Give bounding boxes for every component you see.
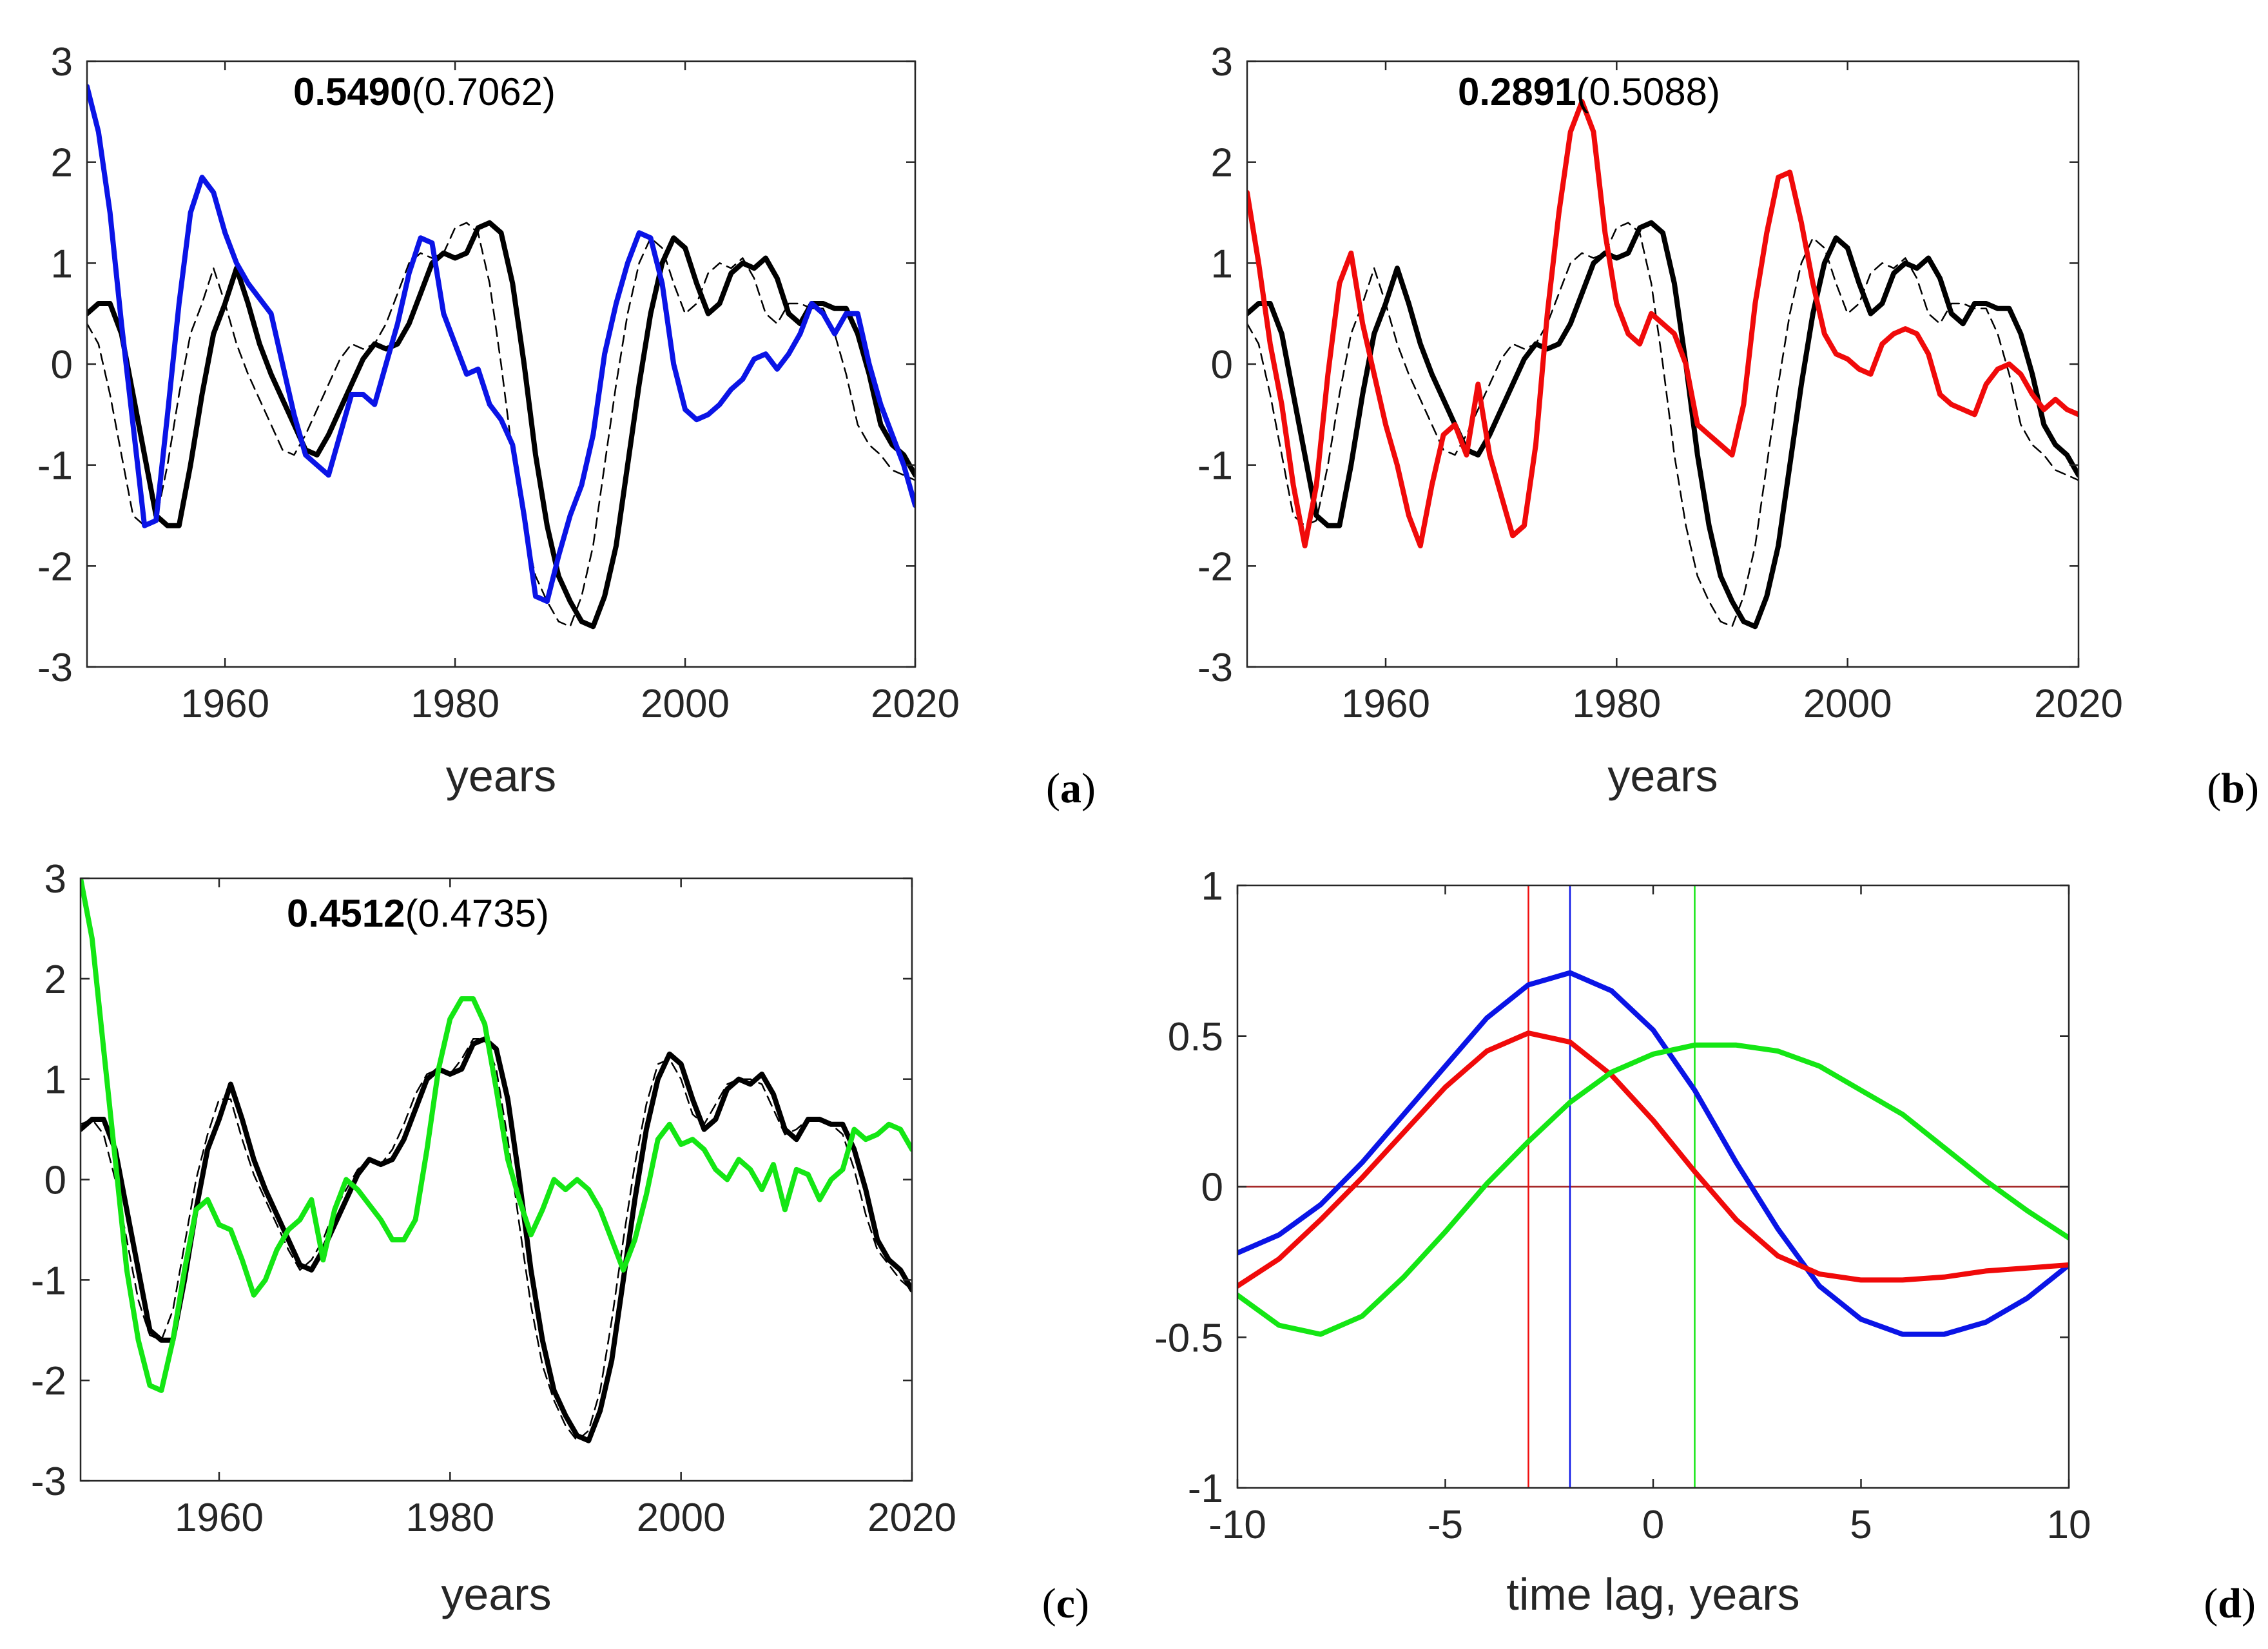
panel-a-ytick-label: -2 xyxy=(37,545,73,589)
panel-d-letter: d xyxy=(2218,1580,2242,1627)
panel-c-correlation-bold: 0.4512 xyxy=(287,892,405,935)
panel-b-ytick-label: 1 xyxy=(1211,242,1233,286)
panel-a-tag: (a) xyxy=(1046,765,1096,812)
panel-d: -10 -5 0 5 10 -1 -0.5 0 0.5 1 time lag, years (d) xyxy=(1154,864,2256,1627)
panel-d-xtick-label: 5 xyxy=(1850,1503,1872,1547)
panel-a-letter: a xyxy=(1060,765,1081,812)
panel-b-xtick-label: 1980 xyxy=(1572,682,1661,726)
panel-a-ytick-label: 0 xyxy=(51,343,73,387)
panel-a-series-dashed xyxy=(87,222,915,628)
panel-d-series-blue xyxy=(1237,970,2069,1337)
panel-b-correlation: 0.2891(0.5088) xyxy=(1458,70,1720,113)
panel-b-xtick-label: 2000 xyxy=(1803,682,1892,726)
panel-b: 1960 1980 2000 2020 -3 -2 -1 0 1 2 3 0.2891(0.5088… xyxy=(1197,40,2259,812)
panel-a-x-axis-label: years xyxy=(446,751,556,801)
panel-a-correlation-paren: (0.7062) xyxy=(412,70,556,113)
panel-d-xtick-label: -10 xyxy=(1208,1503,1266,1547)
panel-c-series-green xyxy=(81,878,912,1393)
panel-b-ytick-label: -3 xyxy=(1197,646,1233,690)
panel-d-xtick-label: 10 xyxy=(2047,1503,2091,1547)
panel-c-correlation-paren: (0.4735) xyxy=(405,892,549,935)
panel-d-series-red xyxy=(1237,1030,2069,1289)
panel-b-series-black xyxy=(1247,220,2079,630)
panel-c-ytick-label: 1 xyxy=(44,1058,66,1103)
panel-d-ytick-label: -0.5 xyxy=(1154,1316,1223,1360)
panel-d-xtick-label: 0 xyxy=(1642,1503,1664,1547)
panel-b-ytick-label: -1 xyxy=(1197,444,1233,488)
panel-b-ytick-label: 2 xyxy=(1211,141,1233,186)
panel-b-ytick-label: -2 xyxy=(1197,545,1233,589)
panel-a-ytick-label: -1 xyxy=(37,444,73,488)
panel-b-letter: b xyxy=(2221,765,2245,812)
panel-d-ytick-label: -1 xyxy=(1188,1467,1223,1511)
panel-a-xtick-label: 2000 xyxy=(641,682,730,726)
panel-c-frame xyxy=(79,877,913,1482)
panel-c-ytick-label: 2 xyxy=(44,958,66,1002)
panel-d-ytick-label: 0.5 xyxy=(1168,1015,1223,1059)
panel-c-xtick-label: 1960 xyxy=(175,1496,264,1540)
panel-a-ytick-label: -3 xyxy=(37,646,73,690)
panel-d-tag: (d) xyxy=(2204,1580,2256,1627)
panel-a: 1960 1980 2000 2020 -3 -2 -1 0 1 2 3 0.5490(0.7062… xyxy=(37,40,1096,812)
panel-a-correlation: 0.5490(0.7062) xyxy=(293,70,556,113)
panel-a-correlation-bold: 0.5490 xyxy=(293,70,412,113)
panel-c: 1960 1980 2000 2020 -3 -2 -1 0 1 2 3 0.4512(0.4735… xyxy=(31,857,1089,1627)
panel-b-ytick-label: 0 xyxy=(1211,343,1233,387)
panel-b-tag: (b) xyxy=(2207,765,2259,812)
panel-b-ytick-label: 3 xyxy=(1211,40,1233,84)
panel-a-series-blue xyxy=(87,84,915,604)
panel-a-ytick-label: 1 xyxy=(51,242,73,286)
panel-d-ytick-label: 1 xyxy=(1201,864,1223,909)
panel-c-ytick-label: 3 xyxy=(44,857,66,902)
panel-a-xtick-label: 1960 xyxy=(180,682,269,726)
panel-c-series-black xyxy=(81,1036,912,1443)
panel-d-x-axis-label: time lag, years xyxy=(1506,1569,1799,1619)
panel-c-ytick-label: -1 xyxy=(31,1258,66,1303)
panel-c-xtick-label: 2020 xyxy=(867,1496,956,1540)
panel-c-ytick-label: -2 xyxy=(31,1359,66,1403)
panel-b-xtick-label: 2020 xyxy=(2034,682,2123,726)
panel-c-letter: c xyxy=(1056,1580,1075,1627)
panel-c-ytick-label: 0 xyxy=(44,1159,66,1203)
panel-c-correlation: 0.4512(0.4735) xyxy=(287,892,549,935)
panel-c-xtick-label: 1980 xyxy=(405,1496,494,1540)
panel-c-tag: (c) xyxy=(1042,1580,1089,1627)
panel-c-xtick-label: 2000 xyxy=(637,1496,726,1540)
panel-a-xtick-label: 2020 xyxy=(871,682,960,726)
panel-d-series-green xyxy=(1237,1042,2069,1337)
panel-d-xtick-label: -5 xyxy=(1428,1503,1463,1547)
panel-b-xtick-label: 1960 xyxy=(1341,682,1430,726)
panel-c-x-axis-label: years xyxy=(441,1569,551,1619)
panel-d-ytick-label: 0 xyxy=(1201,1166,1223,1210)
panel-c-ytick-label: -3 xyxy=(31,1460,66,1504)
panel-b-x-axis-label: years xyxy=(1607,751,1718,801)
panel-a-ytick-label: 2 xyxy=(51,141,73,186)
panel-b-correlation-bold: 0.2891 xyxy=(1458,70,1576,113)
panel-a-xtick-label: 1980 xyxy=(411,682,499,726)
panel-b-correlation-paren: (0.5088) xyxy=(1576,70,1720,113)
panel-b-series-red xyxy=(1247,99,2079,548)
panel-b-series-dashed xyxy=(1247,222,2079,628)
panel-a-ytick-label: 3 xyxy=(51,40,73,84)
